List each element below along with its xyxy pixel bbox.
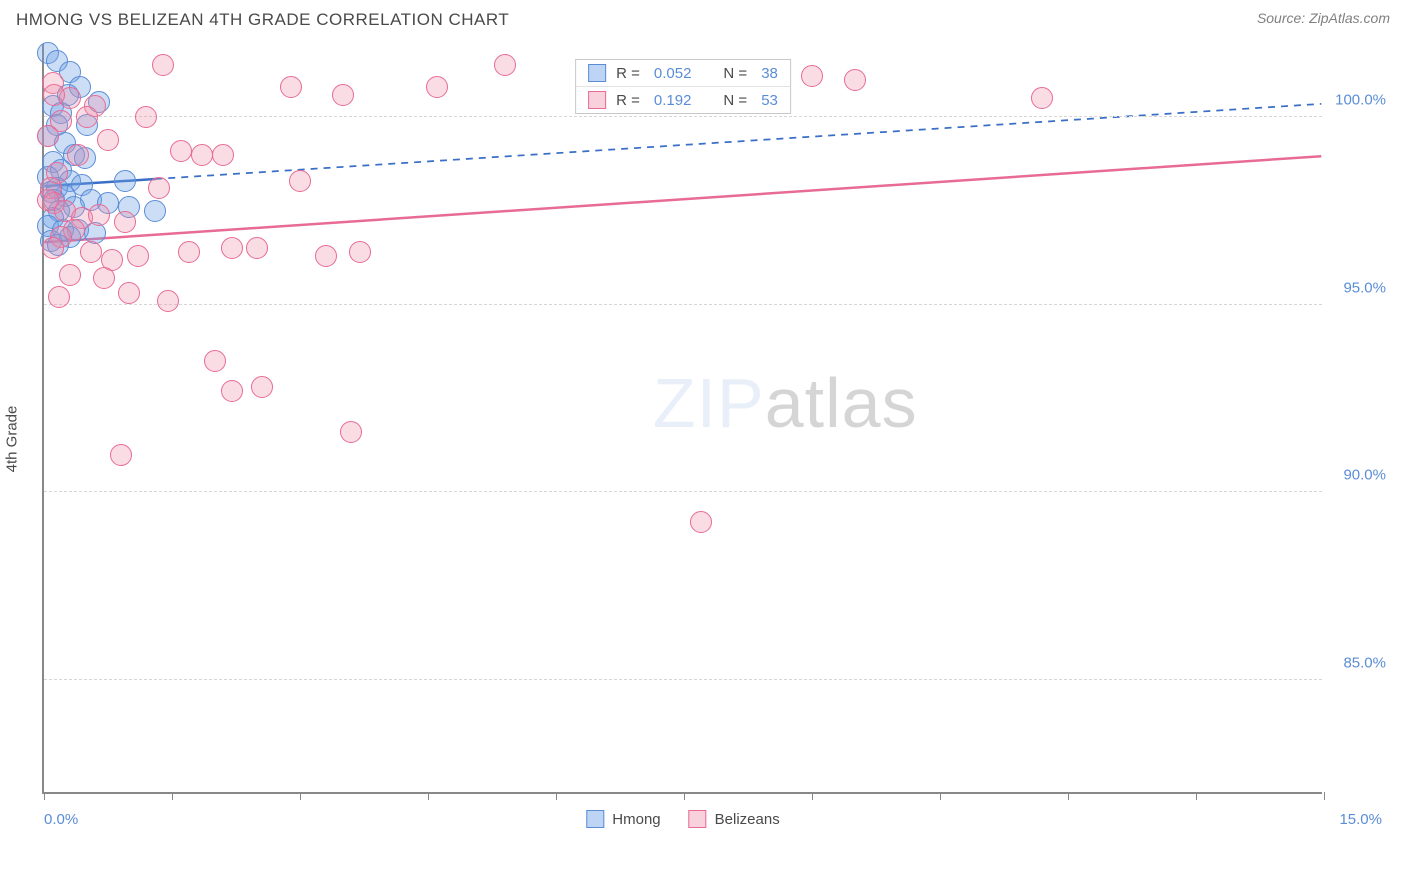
watermark-left: ZIP: [653, 364, 765, 442]
data-point-belizeans: [37, 125, 59, 147]
data-point-belizeans: [59, 264, 81, 286]
n-value-belizeans: 53: [761, 92, 778, 109]
data-point-belizeans: [76, 106, 98, 128]
data-point-belizeans: [340, 421, 362, 443]
data-point-belizeans: [42, 237, 64, 259]
legend-item-hmong: Hmong: [586, 810, 660, 828]
x-max-label: 15.0%: [1339, 811, 1382, 828]
data-point-belizeans: [118, 282, 140, 304]
data-point-belizeans: [170, 140, 192, 162]
legend-swatch-belizeans: [689, 810, 707, 828]
data-point-belizeans: [152, 54, 174, 76]
y-axis-title: 4th Grade: [4, 406, 21, 473]
data-point-belizeans: [246, 237, 268, 259]
x-tick: [812, 792, 813, 800]
gridline: [44, 116, 1322, 117]
data-point-belizeans: [114, 211, 136, 233]
n-label: N =: [723, 65, 747, 82]
legend-swatch-hmong: [586, 810, 604, 828]
x-tick: [1196, 792, 1197, 800]
r-label: R =: [616, 65, 640, 82]
x-tick: [1324, 792, 1325, 800]
stats-box: R = 0.052 N = 38 R = 0.192 N = 53: [575, 59, 791, 114]
data-point-belizeans: [67, 144, 89, 166]
data-point-belizeans: [349, 241, 371, 263]
n-label: N =: [723, 92, 747, 109]
x-tick: [940, 792, 941, 800]
source-label: Source: ZipAtlas.com: [1257, 10, 1390, 26]
data-point-hmong: [144, 200, 166, 222]
data-point-hmong: [114, 170, 136, 192]
data-point-belizeans: [127, 245, 149, 267]
y-tick-label: 90.0%: [1343, 467, 1386, 484]
data-point-belizeans: [690, 511, 712, 533]
legend-label-hmong: Hmong: [612, 811, 660, 828]
x-tick: [172, 792, 173, 800]
chart-title: HMONG VS BELIZEAN 4TH GRADE CORRELATION …: [16, 10, 509, 30]
data-point-belizeans: [289, 170, 311, 192]
x-tick: [556, 792, 557, 800]
n-value-hmong: 38: [761, 65, 778, 82]
data-point-belizeans: [157, 290, 179, 312]
r-value-belizeans: 0.192: [654, 92, 692, 109]
data-point-belizeans: [494, 54, 516, 76]
y-tick-label: 85.0%: [1343, 654, 1386, 671]
data-point-belizeans: [426, 76, 448, 98]
x-tick: [44, 792, 45, 800]
data-point-belizeans: [280, 76, 302, 98]
data-point-belizeans: [135, 106, 157, 128]
data-point-belizeans: [80, 241, 102, 263]
data-point-belizeans: [178, 241, 200, 263]
chart-container: 4th Grade ZIPatlas R = 0.052 N = 38 R = …: [42, 44, 1392, 834]
data-point-belizeans: [110, 444, 132, 466]
stats-row-hmong: R = 0.052 N = 38: [576, 60, 790, 86]
data-point-belizeans: [48, 286, 70, 308]
legend-label-belizeans: Belizeans: [715, 811, 780, 828]
data-point-belizeans: [43, 84, 65, 106]
swatch-belizeans: [588, 91, 606, 109]
data-point-belizeans: [315, 245, 337, 267]
data-point-belizeans: [332, 84, 354, 106]
data-point-belizeans: [204, 350, 226, 372]
data-point-belizeans: [844, 69, 866, 91]
x-min-label: 0.0%: [44, 811, 78, 828]
trend-lines: [44, 44, 1322, 792]
gridline: [44, 679, 1322, 680]
y-tick-label: 100.0%: [1335, 92, 1386, 109]
legend-item-belizeans: Belizeans: [689, 810, 780, 828]
plot-area: ZIPatlas R = 0.052 N = 38 R = 0.192 N = …: [42, 44, 1322, 794]
x-tick: [300, 792, 301, 800]
x-tick: [428, 792, 429, 800]
data-point-belizeans: [97, 129, 119, 151]
data-point-belizeans: [801, 65, 823, 87]
data-point-belizeans: [37, 189, 59, 211]
r-value-hmong: 0.052: [654, 65, 692, 82]
x-tick: [684, 792, 685, 800]
data-point-belizeans: [221, 237, 243, 259]
data-point-belizeans: [251, 376, 273, 398]
legend: Hmong Belizeans: [586, 810, 779, 828]
watermark: ZIPatlas: [653, 363, 918, 443]
data-point-belizeans: [1031, 87, 1053, 109]
r-label: R =: [616, 92, 640, 109]
gridline: [44, 491, 1322, 492]
x-tick: [1068, 792, 1069, 800]
watermark-right: atlas: [765, 364, 918, 442]
swatch-hmong: [588, 64, 606, 82]
data-point-belizeans: [148, 177, 170, 199]
data-point-belizeans: [221, 380, 243, 402]
stats-row-belizeans: R = 0.192 N = 53: [576, 86, 790, 113]
trend-solid-belizeans: [45, 156, 1322, 242]
y-tick-label: 95.0%: [1343, 279, 1386, 296]
data-point-belizeans: [88, 204, 110, 226]
data-point-belizeans: [212, 144, 234, 166]
data-point-belizeans: [191, 144, 213, 166]
gridline: [44, 304, 1322, 305]
data-point-belizeans: [93, 267, 115, 289]
